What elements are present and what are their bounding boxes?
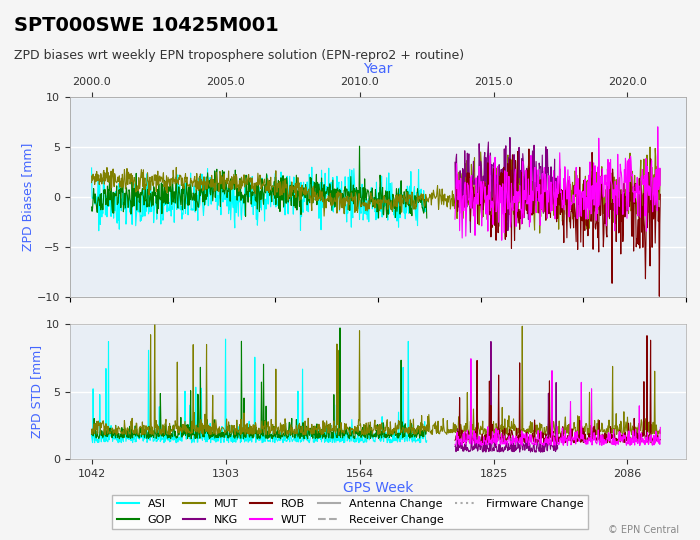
- GOP: [140, 201, 148, 208]
- MUT: [111, 171, 119, 177]
- Y-axis label: ZPD Biases [mm]: ZPD Biases [mm]: [21, 143, 34, 251]
- ROB: [477, 215, 486, 221]
- ROB: [655, 293, 664, 300]
- GOP: [418, 205, 426, 211]
- WUT: [554, 189, 563, 195]
- WUT: [477, 222, 486, 229]
- ASI: [420, 201, 428, 208]
- Text: © EPN Central: © EPN Central: [608, 524, 679, 535]
- WUT: [582, 194, 591, 201]
- MUT: [174, 181, 183, 187]
- GOP: [290, 202, 298, 209]
- MUT: [169, 180, 177, 186]
- Line: WUT: WUT: [455, 127, 660, 240]
- Text: SPT000SWE 10425M001: SPT000SWE 10425M001: [14, 16, 279, 35]
- GOP: [374, 215, 383, 221]
- ASI: [307, 164, 316, 171]
- ASI: [253, 212, 262, 219]
- NKG: [451, 159, 459, 166]
- GOP: [423, 215, 431, 221]
- ASI: [94, 227, 103, 234]
- NKG: [452, 198, 460, 205]
- MUT: [88, 179, 96, 186]
- NKG: [489, 161, 497, 168]
- WUT: [451, 216, 459, 222]
- ASI: [423, 198, 431, 205]
- MUT: [656, 166, 664, 172]
- NKG: [554, 181, 562, 188]
- MUT: [496, 171, 504, 178]
- Line: MUT: MUT: [92, 147, 660, 233]
- MUT: [536, 230, 544, 237]
- Line: ROB: ROB: [455, 149, 660, 296]
- MUT: [596, 197, 604, 204]
- NKG: [546, 182, 554, 188]
- WUT: [525, 224, 533, 230]
- ASI: [418, 194, 426, 201]
- MUT: [171, 181, 179, 187]
- WUT: [656, 165, 664, 172]
- Text: ZPD biases wrt weekly EPN troposphere solution (EPN-repro2 + routine): ZPD biases wrt weekly EPN troposphere so…: [14, 49, 464, 62]
- Y-axis label: ZPD STD [mm]: ZPD STD [mm]: [31, 345, 43, 438]
- ROB: [554, 183, 563, 189]
- GOP: [386, 199, 395, 205]
- GOP: [356, 143, 364, 150]
- ASI: [290, 175, 298, 181]
- MUT: [646, 144, 654, 150]
- NKG: [494, 223, 503, 230]
- WUT: [654, 124, 662, 130]
- NKG: [505, 134, 514, 141]
- Line: NKG: NKG: [455, 138, 558, 232]
- ROB: [525, 167, 533, 173]
- NKG: [460, 200, 468, 207]
- ASI: [140, 200, 148, 207]
- NKG: [508, 167, 516, 173]
- ASI: [386, 180, 395, 187]
- Legend: ASI, GOP, MUT, NKG, ROB, WUT, Antenna Change, Receiver Change, Firmware Change: ASI, GOP, MUT, NKG, ROB, WUT, Antenna Ch…: [112, 495, 588, 529]
- WUT: [498, 237, 506, 244]
- WUT: [602, 172, 610, 178]
- ASI: [88, 165, 96, 171]
- X-axis label: GPS Week: GPS Week: [343, 482, 413, 496]
- ROB: [602, 219, 610, 225]
- ROB: [451, 200, 459, 206]
- ROB: [525, 146, 533, 152]
- Line: ASI: ASI: [92, 167, 427, 231]
- GOP: [420, 207, 428, 213]
- WUT: [564, 166, 572, 173]
- ROB: [564, 177, 572, 184]
- X-axis label: Year: Year: [363, 62, 393, 76]
- GOP: [88, 204, 96, 210]
- ROB: [582, 200, 591, 206]
- Line: GOP: GOP: [92, 146, 427, 218]
- NKG: [466, 229, 475, 235]
- ROB: [656, 191, 664, 198]
- GOP: [253, 206, 262, 212]
